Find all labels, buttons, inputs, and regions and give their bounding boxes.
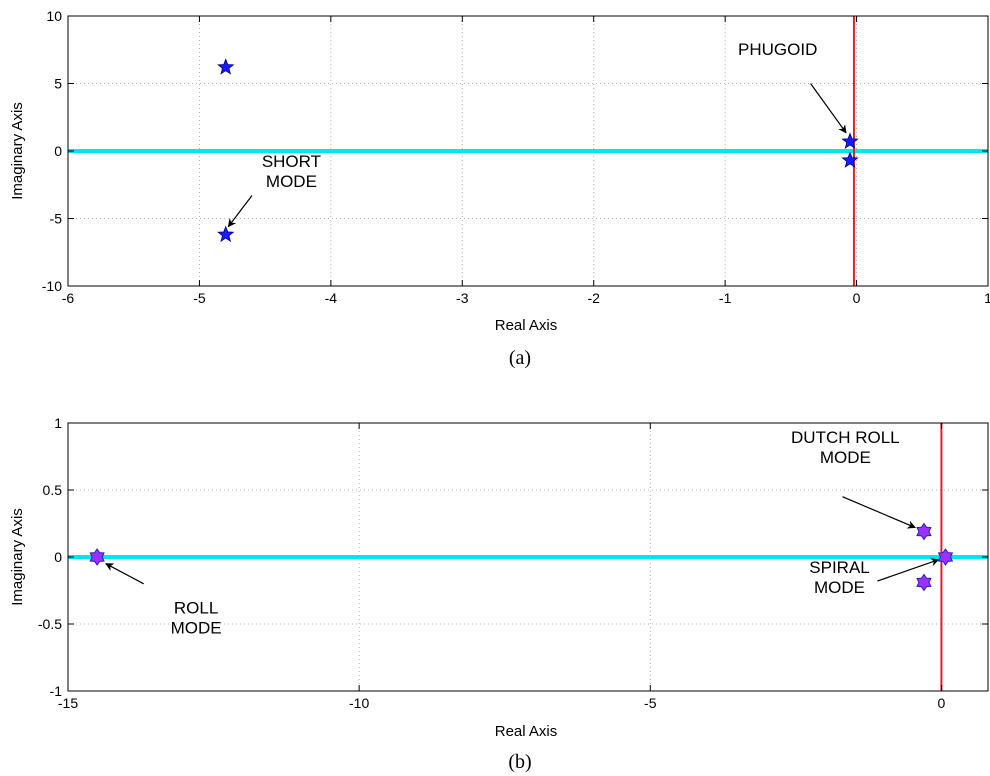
x-tick-label: -4 xyxy=(325,290,338,306)
y-tick-label: 0.5 xyxy=(43,482,63,498)
annotation-text: DUTCH ROLL MODE xyxy=(791,428,900,467)
panel-b: -15 -10 -5 0 -1 -0.5 0 0.5 1 Real Axis Imaginary A… xyxy=(9,415,989,773)
pole-marker xyxy=(841,151,859,168)
panel-caption: (a) xyxy=(509,347,531,369)
pole-marker xyxy=(841,132,859,149)
annotation-line: MODE xyxy=(171,618,222,637)
x-tick-label: 0 xyxy=(853,290,861,306)
y-axis-label: Imaginary Axis xyxy=(9,102,26,200)
y-tick-label: -10 xyxy=(42,278,62,294)
annotation-text: ROLL MODE xyxy=(171,598,222,637)
pole-marker xyxy=(916,573,932,592)
annotation-text: SHORT MODE xyxy=(262,152,321,191)
x-tick-label: 1 xyxy=(984,290,990,306)
annotation-arrow xyxy=(842,496,916,529)
x-tick-label: -6 xyxy=(62,290,75,306)
x-tick-label: 0 xyxy=(938,695,946,711)
y-tick-label: -1 xyxy=(50,683,63,699)
pole-marker xyxy=(937,548,954,566)
annotation-line: SPIRAL xyxy=(809,558,869,577)
y-tick-label: -5 xyxy=(50,211,63,227)
y-tick-label: 1 xyxy=(54,415,62,431)
x-axis-label: Real Axis xyxy=(495,317,558,334)
annotation-line: PHUGOID xyxy=(738,40,817,59)
annotation-arrow xyxy=(227,195,253,228)
x-tick-label: -5 xyxy=(193,290,206,306)
panel-caption: (b) xyxy=(508,751,531,773)
x-axis-label: Real Axis xyxy=(495,723,558,740)
annotation-line: MODE xyxy=(814,578,865,597)
pole-marker xyxy=(217,58,235,75)
x-tick-label: -10 xyxy=(349,695,369,711)
annotation-arrow xyxy=(810,83,847,134)
y-axis-label: Imaginary Axis xyxy=(9,508,26,606)
x-tick-label: -1 xyxy=(719,290,732,306)
annotation-text: SPIRAL MODE xyxy=(809,558,869,597)
x-tick-label: -3 xyxy=(456,290,469,306)
pole-marker xyxy=(916,522,932,541)
annotation-line: MODE xyxy=(266,172,317,191)
y-tick-label: 10 xyxy=(46,8,62,24)
pole-marker xyxy=(217,225,235,243)
annotation-arrow xyxy=(105,563,144,585)
y-tick-label: -0.5 xyxy=(38,616,62,632)
x-tick-label: -2 xyxy=(587,290,600,306)
annotation-arrow xyxy=(877,558,940,582)
pole-marker xyxy=(89,548,105,566)
annotation-line: DUTCH ROLL xyxy=(791,428,900,447)
y-tick-label: 0 xyxy=(54,143,62,159)
y-tick-label: 0 xyxy=(54,549,62,565)
annotation-line: ROLL xyxy=(174,598,218,617)
x-tick-label: -15 xyxy=(58,695,78,711)
annotation-text: PHUGOID xyxy=(738,40,817,59)
annotation-line: MODE xyxy=(820,448,871,467)
y-tick-label: 5 xyxy=(54,76,62,92)
annotation-line: SHORT xyxy=(262,152,321,171)
x-tick-label: -5 xyxy=(644,695,657,711)
